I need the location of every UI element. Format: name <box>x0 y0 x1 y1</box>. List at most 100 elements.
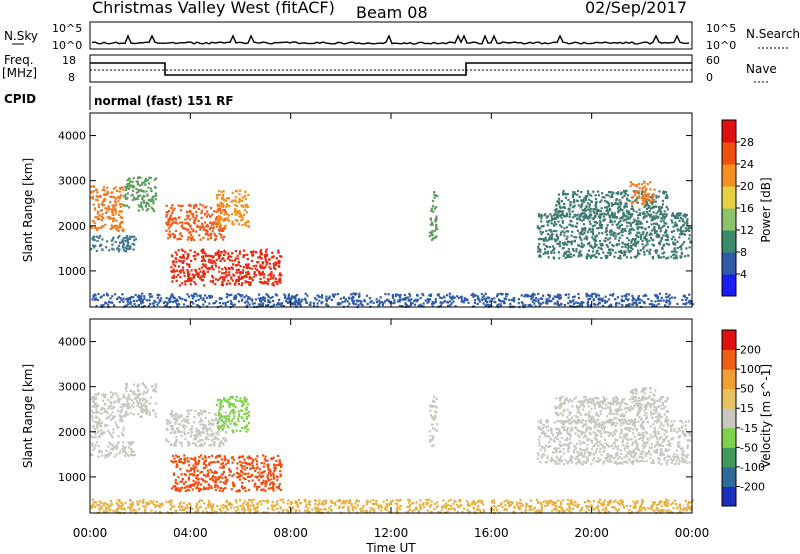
cell-3 <box>192 238 196 241</box>
cell-1 <box>115 447 118 450</box>
cell-5 <box>228 474 231 477</box>
cell-8 <box>559 206 562 209</box>
cell-5 <box>235 471 239 474</box>
cell-10 <box>292 296 295 299</box>
cell-3 <box>194 443 197 446</box>
cell-10 <box>431 305 434 308</box>
cell-5 <box>214 471 217 474</box>
cell-7 <box>625 432 628 435</box>
cell-8 <box>557 210 560 213</box>
cell-5 <box>200 477 203 480</box>
cell-0 <box>96 426 99 429</box>
cell-7 <box>642 231 645 234</box>
cell-4 <box>226 217 229 220</box>
cell-2 <box>137 413 140 416</box>
cell-0 <box>114 186 117 189</box>
cell-1 <box>99 243 102 246</box>
cell-5 <box>276 283 279 286</box>
cell-10 <box>109 297 112 300</box>
cell-7 <box>573 444 576 448</box>
cell-7 <box>575 236 578 239</box>
nsky-tick-low: 10^0 <box>52 39 82 52</box>
cell-7 <box>676 431 679 434</box>
cell-10 <box>452 296 455 299</box>
cell-0 <box>90 225 93 228</box>
cell-8 <box>556 216 560 219</box>
cell-7 <box>671 437 674 440</box>
cell-10 <box>306 294 309 297</box>
cell-10 <box>684 298 688 301</box>
cell-7 <box>633 240 636 243</box>
cell-8 <box>648 213 651 217</box>
cell-8 <box>659 213 662 216</box>
cell-3 <box>179 205 182 208</box>
cell-5 <box>216 484 219 487</box>
cell-5 <box>277 280 280 283</box>
cell-5 <box>180 473 183 476</box>
cell-7 <box>656 421 659 424</box>
cell-0 <box>109 413 112 416</box>
cell-7 <box>592 233 595 236</box>
cell-5 <box>240 470 243 473</box>
cell-4 <box>228 418 231 421</box>
cell-10 <box>486 303 489 306</box>
cell-7 <box>655 251 658 254</box>
cell-10 <box>351 299 354 302</box>
cell-7 <box>543 446 546 449</box>
cell-3 <box>213 437 216 440</box>
cell-10 <box>336 293 340 296</box>
cell-5 <box>189 283 192 286</box>
cell-7 <box>656 457 660 460</box>
cell-10 <box>503 297 506 300</box>
cell-5 <box>208 463 211 466</box>
cell-1 <box>122 239 125 243</box>
cell-5 <box>220 463 223 466</box>
cell-7 <box>621 227 624 231</box>
cell-10 <box>173 296 176 299</box>
cell-7 <box>672 235 675 238</box>
cell-8 <box>659 207 662 210</box>
cell-10 <box>348 302 351 305</box>
cell-9 <box>635 200 638 203</box>
cell-10 <box>160 297 163 300</box>
cell-0 <box>119 397 122 400</box>
cell-10 <box>164 304 167 307</box>
cell-8 <box>615 199 618 202</box>
cell-7 <box>676 247 679 250</box>
cell-5 <box>221 466 224 469</box>
cell-5 <box>253 485 256 488</box>
cell-5 <box>174 485 177 488</box>
cell-2 <box>149 200 152 203</box>
cell-3 <box>175 412 178 415</box>
cell-10 <box>450 302 453 305</box>
cell-3 <box>199 238 202 241</box>
cell-10 <box>449 300 452 303</box>
cell-10 <box>272 303 275 306</box>
cell-0 <box>120 409 123 413</box>
cell-7 <box>570 421 574 424</box>
cell-7 <box>539 421 542 424</box>
cell-5 <box>225 271 228 274</box>
cell-7 <box>634 452 637 455</box>
cell-4 <box>219 201 222 204</box>
cell-2 <box>135 180 138 183</box>
cell-7 <box>662 424 665 427</box>
cell-5 <box>187 263 190 266</box>
cell-8 <box>555 210 558 213</box>
cell-7 <box>587 249 590 252</box>
cell-2 <box>140 203 143 207</box>
cell-7 <box>597 246 600 249</box>
cell-10 <box>269 296 272 300</box>
cell-10 <box>354 303 357 306</box>
cell-6 <box>434 410 437 413</box>
cell-4 <box>232 409 235 412</box>
cell-4 <box>232 199 235 202</box>
cell-10 <box>409 301 413 305</box>
cell-7 <box>688 229 691 233</box>
cell-7 <box>674 256 677 259</box>
cell-10 <box>416 293 419 297</box>
cell-8 <box>656 210 660 213</box>
cell-6 <box>430 231 433 234</box>
cell-8 <box>580 199 583 202</box>
cell-7 <box>674 221 677 224</box>
